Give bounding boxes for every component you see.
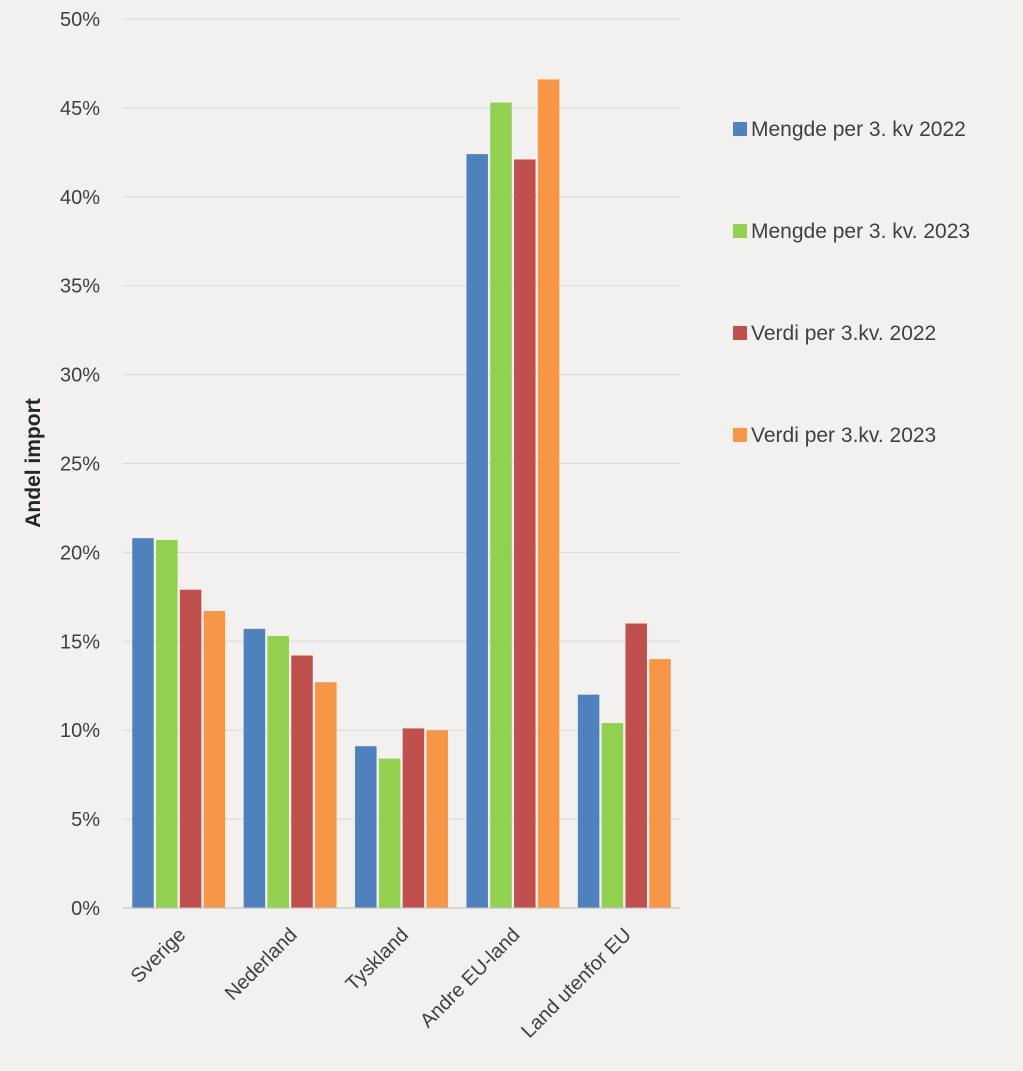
bar-3-1 [179,589,202,908]
y-tick-label: 0% [71,898,100,920]
bar-4-1 [203,611,226,908]
x-category-label: Andre EU-land [416,924,524,1032]
y-tick-label: 40% [60,187,100,209]
x-category-label: Land utenfor EU [517,924,636,1043]
bar-1-3 [355,746,377,908]
bar-3-4 [514,159,536,908]
bar-1-2 [243,628,266,908]
bar-3-2 [291,655,313,908]
y-tick-label: 45% [60,98,100,120]
bar-4-3 [426,730,448,908]
bar-1-5 [577,694,600,908]
bar-4-4 [537,79,560,908]
y-tick-label: 10% [60,720,100,742]
y-tick-label: 50% [60,9,100,31]
y-tick-label: 35% [60,276,100,298]
y-tick-label: 30% [60,365,100,387]
y-tick-label: 5% [71,809,100,831]
bar-2-2 [267,635,289,908]
x-category-label: Tyskland [342,924,413,995]
y-tick-label: 20% [60,542,100,564]
legend-label: Verdi per 3.kv. 2022 [751,322,936,345]
x-category-label: Nederland [221,924,302,1005]
bar-2-3 [378,758,401,908]
bar-4-2 [315,682,337,908]
bar-2-5 [601,723,624,908]
legend-swatch [733,122,747,136]
bar-3-5 [625,623,647,908]
bar-4-5 [649,659,671,908]
y-tick-label: 25% [60,454,100,476]
legend-swatch [733,428,747,442]
bar-1-1 [132,538,154,908]
bar-3-3 [402,728,425,908]
legend-label: Mengde per 3. kv 2022 [751,118,966,141]
legend-swatch [733,224,747,238]
bar-2-1 [156,539,178,908]
legend-label: Mengde per 3. kv. 2023 [751,220,970,243]
legend-swatch [733,326,747,340]
legend: Mengde per 3. kv 2022 Mengde per 3. kv. 2… [733,118,970,447]
bar-2-4 [490,102,512,909]
bars [132,79,671,909]
y-tick-label: 15% [60,631,100,653]
x-category-label: Sverige [127,924,191,988]
legend-label: Verdi per 3.kv. 2023 [751,424,936,447]
y-axis-title: Andel import [22,398,45,528]
bar-1-4 [466,154,488,909]
